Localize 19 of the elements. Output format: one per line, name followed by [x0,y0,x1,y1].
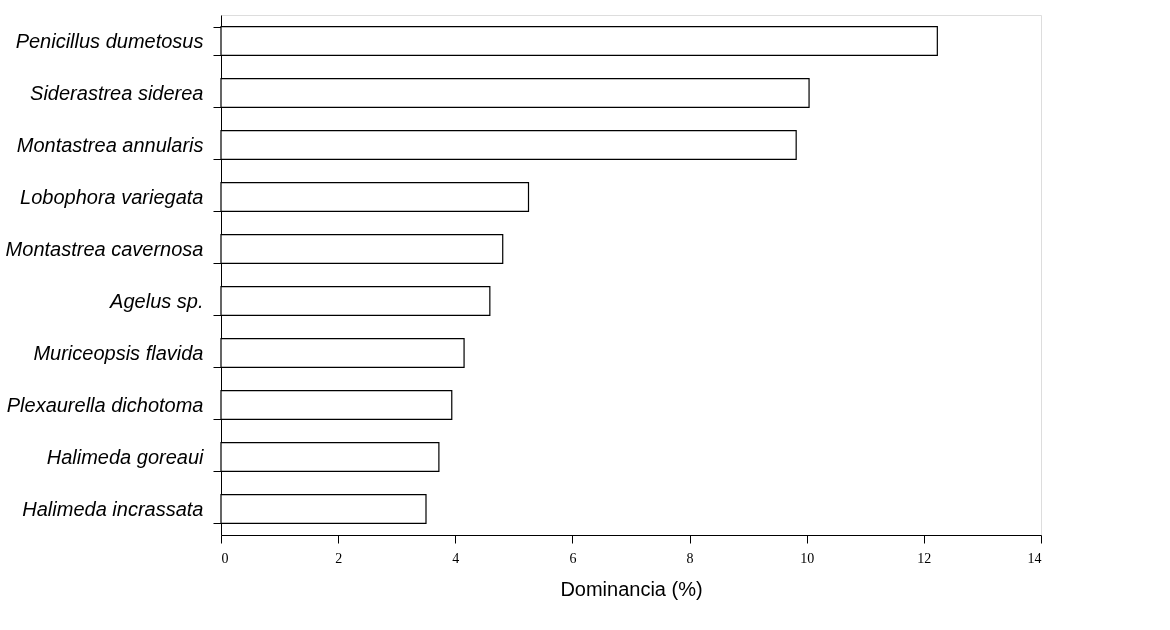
x-tick-label: 14 [1027,550,1042,566]
x-tick-label: 2 [335,550,343,566]
y-tick-label: Lobophora variegata [20,185,204,208]
y-tick-label: Halimeda incrassata [22,497,204,520]
x-tick-label: 6 [569,550,577,566]
y-tick-label: Penicillus dumetosus [15,29,204,52]
y-tick-label: Montastrea annularis [16,133,204,156]
x-tick-label: 10 [800,550,815,566]
x-tick-label: 12 [917,550,932,566]
y-tick-label: Muriceopsis flavida [33,341,204,364]
x-tick-label: 4 [452,550,460,566]
x-axis-title: Dominancia (%) [560,577,703,600]
x-tick-label: 0 [221,550,229,566]
y-tick-label: Montastrea cavernosa [5,237,204,260]
y-tick-label: Plexaurella dichotoma [6,393,204,416]
x-tick-label: 8 [686,550,694,566]
y-tick-label: Agelus sp. [109,289,204,312]
y-tick-label: Siderastrea siderea [30,81,204,104]
y-tick-label: Halimeda goreaui [46,445,205,468]
